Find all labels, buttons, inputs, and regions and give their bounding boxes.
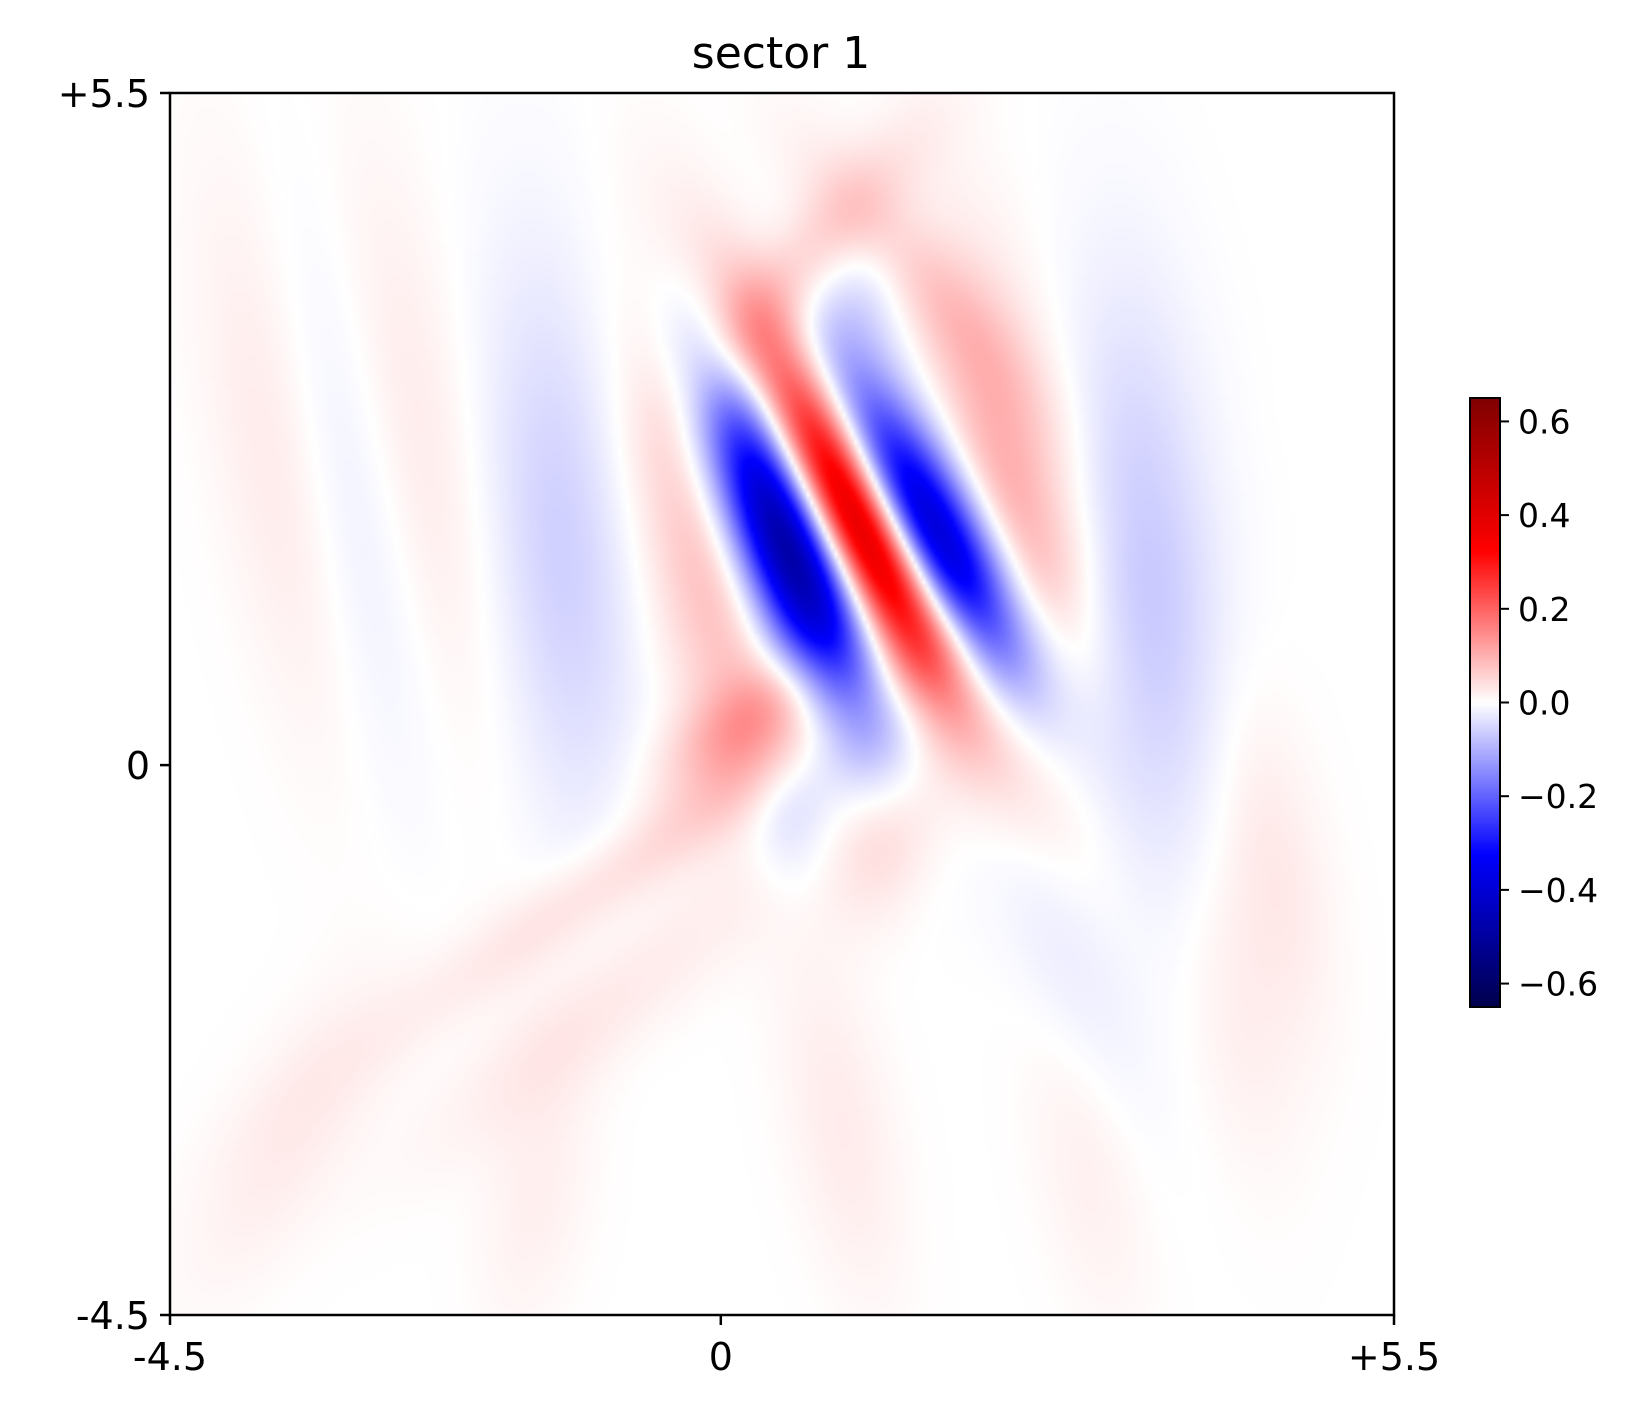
colorbar-tick-label: 0.6	[1518, 402, 1570, 441]
colorbar-ticks: 0.6 0.4 0.2 0.0 −0.2 −0.4 −0.6	[1500, 402, 1598, 1004]
y-tick-label: -4.5	[76, 1294, 150, 1338]
y-tick-label: 0	[126, 744, 150, 788]
plot-frame	[168, 91, 1396, 1317]
x-tick-label: -4.5	[133, 1335, 207, 1379]
plot-area	[168, 91, 1396, 1317]
x-tick-label: +5.5	[1348, 1335, 1440, 1379]
colorbar-tick-label: 0.0	[1518, 684, 1570, 723]
colorbar-tick-label: 0.2	[1518, 590, 1570, 629]
x-axis: -4.5 0 +5.5	[133, 1315, 1440, 1379]
colorbar: 0.6 0.4 0.2 0.0 −0.2 −0.4 −0.6	[1469, 397, 1598, 1008]
chart-title: sector 1	[692, 28, 870, 79]
heatmap-image	[170, 93, 1394, 1315]
y-axis: -4.5 0 +5.5	[58, 72, 170, 1338]
colorbar-tick-label: 0.4	[1518, 496, 1570, 535]
colorbar-gradient	[1470, 398, 1500, 1007]
y-tick-label: +5.5	[58, 72, 150, 116]
colorbar-tick-label: −0.2	[1518, 777, 1598, 816]
colorbar-tick-label: −0.4	[1518, 871, 1598, 910]
x-tick-label: 0	[709, 1335, 733, 1379]
colorbar-tick-label: −0.6	[1518, 965, 1598, 1004]
